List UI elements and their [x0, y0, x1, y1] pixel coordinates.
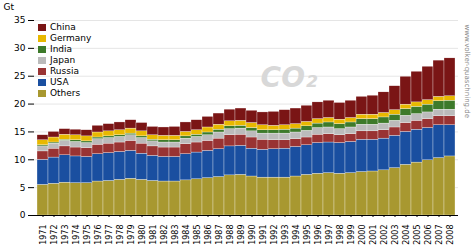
- svg-text:1996: 1996: [314, 225, 323, 245]
- svg-text:1989: 1989: [237, 225, 246, 245]
- svg-text:35: 35: [14, 15, 25, 25]
- svg-text:1988: 1988: [226, 225, 235, 245]
- html-text:USA: USA: [50, 77, 69, 87]
- svg-text:1992: 1992: [270, 225, 279, 245]
- svg-text:1971: 1971: [39, 225, 48, 245]
- svg-text:2001: 2001: [369, 225, 378, 245]
- svg-text:2002: 2002: [380, 225, 389, 245]
- svg-text:1995: 1995: [303, 225, 312, 245]
- svg-text:1999: 1999: [347, 225, 356, 245]
- svg-text:2007: 2007: [435, 225, 444, 245]
- svg-text:15: 15: [14, 127, 25, 137]
- svg-text:25: 25: [14, 71, 25, 81]
- html-text:Japan: Japan: [50, 55, 76, 65]
- svg-text:1984: 1984: [182, 225, 191, 245]
- svg-text:2005: 2005: [413, 225, 422, 245]
- svg-text:1990: 1990: [248, 225, 257, 245]
- svg-text:20: 20: [14, 99, 26, 109]
- svg-text:10: 10: [14, 155, 26, 165]
- svg-text:1975: 1975: [83, 225, 92, 245]
- html-text:China: China: [50, 22, 76, 32]
- svg-text:1972: 1972: [50, 225, 59, 245]
- svg-text:2003: 2003: [391, 225, 400, 245]
- svg-text:2004: 2004: [402, 225, 411, 245]
- svg-text:1980: 1980: [138, 225, 147, 245]
- svg-text:www.volker-quaschning.de: www.volker-quaschning.de: [463, 24, 471, 118]
- svg-text:2008: 2008: [446, 225, 455, 245]
- html-text:India: India: [50, 44, 73, 54]
- svg-text:1987: 1987: [215, 225, 224, 245]
- svg-text:5: 5: [20, 183, 26, 193]
- svg-text:1978: 1978: [116, 225, 125, 245]
- svg-text:1977: 1977: [105, 225, 114, 245]
- svg-text:0: 0: [20, 210, 26, 220]
- svg-text:1986: 1986: [204, 225, 213, 245]
- html-text:Germany: Germany: [50, 33, 92, 43]
- svg-text:1993: 1993: [281, 225, 290, 245]
- svg-text:2006: 2006: [424, 225, 433, 245]
- svg-text:1973: 1973: [61, 225, 70, 245]
- svg-text:1994: 1994: [292, 225, 301, 245]
- svg-text:1985: 1985: [193, 225, 202, 245]
- svg-text:CO₂: CO₂: [261, 61, 318, 94]
- svg-text:1979: 1979: [127, 225, 136, 245]
- svg-text:1997: 1997: [325, 225, 334, 245]
- svg-text:1976: 1976: [94, 225, 103, 245]
- svg-text:1983: 1983: [171, 225, 180, 245]
- svg-text:1981: 1981: [149, 225, 158, 245]
- svg-text:1991: 1991: [259, 225, 268, 245]
- svg-text:1998: 1998: [336, 225, 345, 245]
- svg-text:1982: 1982: [160, 225, 169, 245]
- svg-text:1974: 1974: [72, 225, 81, 245]
- html-text:Russia: Russia: [50, 66, 79, 76]
- svg-text:2000: 2000: [358, 225, 367, 245]
- html-text:Others: Others: [50, 88, 81, 98]
- svg-text:30: 30: [14, 43, 26, 53]
- svg-text:Gt: Gt: [4, 2, 15, 12]
